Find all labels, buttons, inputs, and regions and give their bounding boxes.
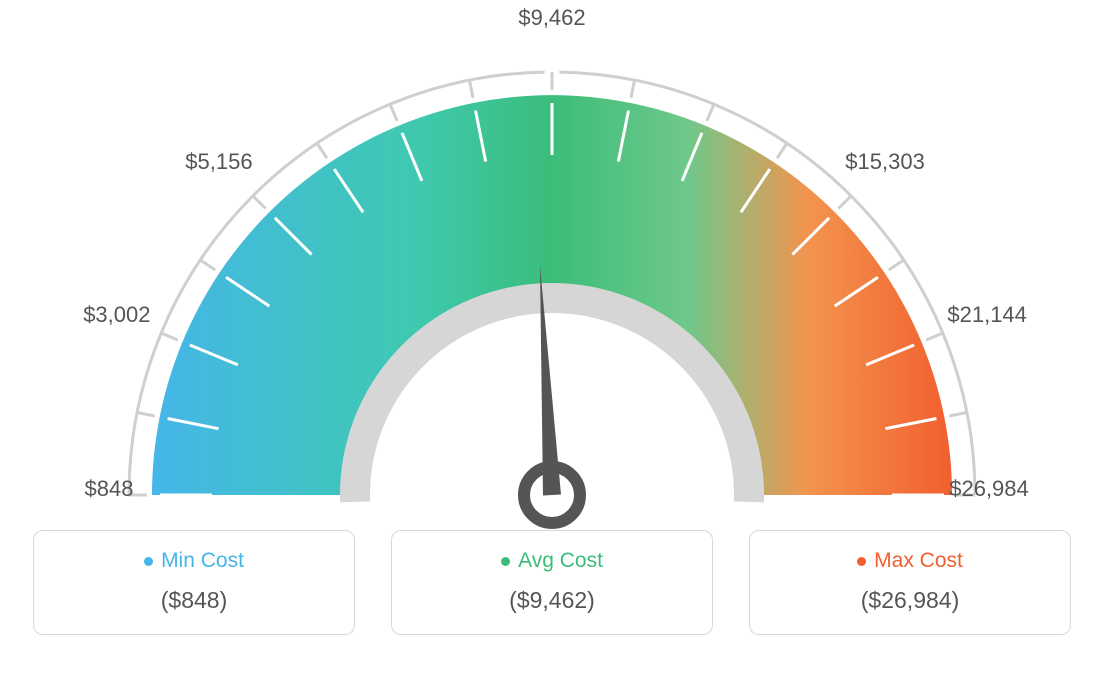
gauge-tick-label: $3,002 [83,302,150,328]
legend-min-title: Min Cost [144,549,244,573]
gauge-tick-label: $848 [85,476,134,502]
legend-max-value: ($26,984) [760,587,1060,614]
legend-row: Min Cost ($848) Avg Cost ($9,462) Max Co… [0,530,1104,635]
legend-avg-value: ($9,462) [402,587,702,614]
gauge-tick-label: $21,144 [947,302,1027,328]
legend-avg: Avg Cost ($9,462) [391,530,713,635]
dot-icon [144,557,153,566]
gauge-chart: $848 $3,002 $5,156 $9,462 $15,303 $21,144 $26,… [0,0,1104,540]
gauge-svg [0,0,1104,540]
legend-avg-label: Avg Cost [518,549,603,573]
legend-avg-title: Avg Cost [501,549,603,573]
dot-icon [857,557,866,566]
dot-icon [501,557,510,566]
gauge-tick-label: $5,156 [185,149,252,175]
legend-min: Min Cost ($848) [33,530,355,635]
gauge-tick-label: $9,462 [518,5,585,31]
legend-max: Max Cost ($26,984) [749,530,1071,635]
gauge-tick-label: $15,303 [845,149,925,175]
gauge-tick-label: $26,984 [949,476,1029,502]
legend-min-value: ($848) [44,587,344,614]
legend-min-label: Min Cost [161,549,244,573]
legend-max-title: Max Cost [857,549,963,573]
legend-max-label: Max Cost [874,549,963,573]
